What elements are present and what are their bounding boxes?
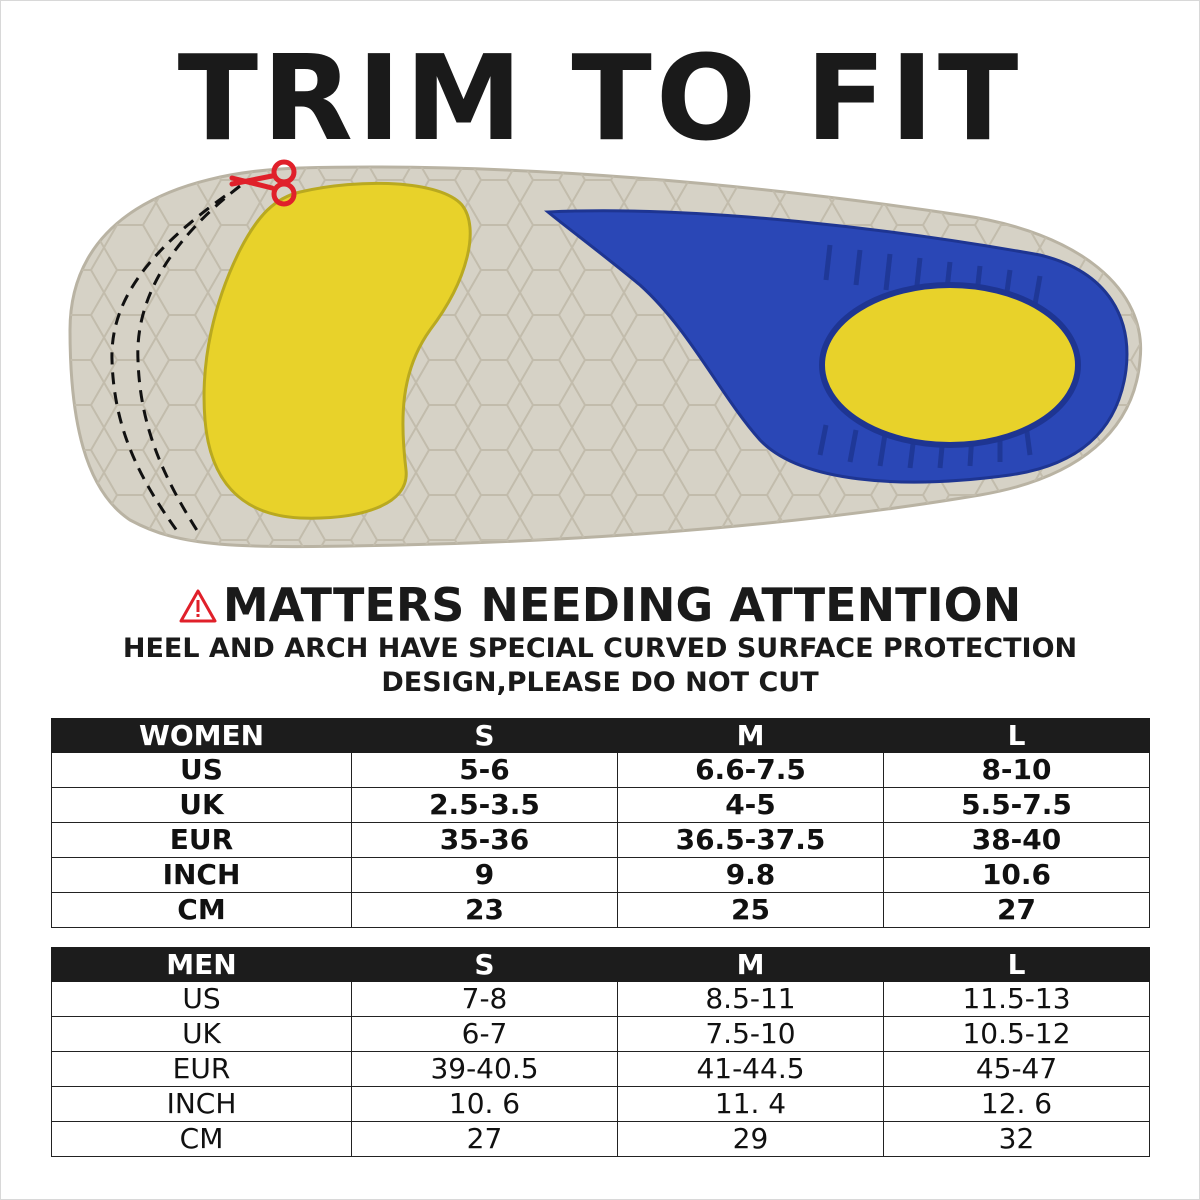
table-cell: 27 [883, 892, 1150, 928]
table-header-row: MEN S M L [51, 947, 1150, 982]
attention-notice: HEEL AND ARCH HAVE SPECIAL CURVED SURFAC… [0, 632, 1200, 700]
header-cell: MEN [51, 947, 352, 982]
table-cell: 11. 4 [617, 1086, 884, 1122]
table-row: EUR 35-36 36.5-37.5 38-40 [51, 822, 1150, 858]
table-row: US 7-8 8.5-11 11.5-13 [51, 981, 1150, 1017]
table-cell: 9.8 [617, 857, 884, 893]
header-cell: L [883, 947, 1150, 982]
table-row: UK 2.5-3.5 4-5 5.5-7.5 [51, 787, 1150, 823]
table-cell: 41-44.5 [617, 1051, 884, 1087]
row-label: US [51, 752, 352, 788]
row-label: EUR [51, 822, 352, 858]
insole-illustration [68, 159, 1143, 549]
row-label: INCH [51, 857, 352, 893]
row-label: EUR [51, 1051, 352, 1087]
table-row: INCH 9 9.8 10.6 [51, 857, 1150, 893]
table-cell: 12. 6 [883, 1086, 1150, 1122]
table-row: CM 27 29 32 [51, 1121, 1150, 1157]
table-cell: 2.5-3.5 [351, 787, 618, 823]
women-size-table: WOMEN S M L US 5-6 6.6-7.5 8-10 UK 2.5-3… [51, 718, 1150, 928]
table-cell: 36.5-37.5 [617, 822, 884, 858]
men-size-table: MEN S M L US 7-8 8.5-11 11.5-13 UK 6-7 7… [51, 947, 1150, 1157]
header-cell: S [351, 718, 618, 753]
row-label: UK [51, 787, 352, 823]
table-row: US 5-6 6.6-7.5 8-10 [51, 752, 1150, 788]
header-cell: L [883, 718, 1150, 753]
table-cell: 23 [351, 892, 618, 928]
row-label: CM [51, 1121, 352, 1157]
table-cell: 7.5-10 [617, 1016, 884, 1052]
header-cell: M [617, 718, 884, 753]
table-cell: 25 [617, 892, 884, 928]
table-cell: 8-10 [883, 752, 1150, 788]
notice-line-2: DESIGN,PLEASE DO NOT CUT [381, 667, 819, 698]
notice-line-1: HEEL AND ARCH HAVE SPECIAL CURVED SURFAC… [122, 633, 1078, 664]
row-label: INCH [51, 1086, 352, 1122]
row-label: US [51, 981, 352, 1017]
table-cell: 9 [351, 857, 618, 893]
table-cell: 32 [883, 1121, 1150, 1157]
table-cell: 8.5-11 [617, 981, 884, 1017]
attention-heading: MATTERS NEEDING ATTENTION [0, 574, 1200, 636]
header-cell: S [351, 947, 618, 982]
table-cell: 6.6-7.5 [617, 752, 884, 788]
forefoot-cushion [202, 181, 472, 520]
table-cell: 38-40 [883, 822, 1150, 858]
table-cell: 10. 6 [351, 1086, 618, 1122]
header-cell: M [617, 947, 884, 982]
table-row: CM 23 25 27 [51, 892, 1150, 928]
table-cell: 10.6 [883, 857, 1150, 893]
table-row: UK 6-7 7.5-10 10.5-12 [51, 1016, 1150, 1052]
arch-ribs [817, 244, 1043, 469]
table-cell: 27 [351, 1121, 618, 1157]
table-cell: 7-8 [351, 981, 618, 1017]
table-cell: 5-6 [351, 752, 618, 788]
scissors-icon [229, 159, 297, 207]
table-cell: 35-36 [351, 822, 618, 858]
attention-heading-text: MATTERS NEEDING ATTENTION [222, 578, 1022, 632]
page-title: TRIM TO FIT [177, 29, 1023, 167]
warning-icon [179, 589, 217, 623]
row-label: UK [51, 1016, 352, 1052]
table-cell: 45-47 [883, 1051, 1150, 1087]
table-header-row: WOMEN S M L [51, 718, 1150, 753]
table-cell: 4-5 [617, 787, 884, 823]
row-label: CM [51, 892, 352, 928]
trim-guide-lines [110, 184, 241, 536]
table-cell: 29 [617, 1121, 884, 1157]
table-cell: 10.5-12 [883, 1016, 1150, 1052]
heel-cushion [819, 282, 1081, 448]
header-cell: WOMEN [51, 718, 352, 753]
table-cell: 5.5-7.5 [883, 787, 1150, 823]
table-cell: 11.5-13 [883, 981, 1150, 1017]
table-row: INCH 10. 6 11. 4 12. 6 [51, 1086, 1150, 1122]
table-cell: 6-7 [351, 1016, 618, 1052]
table-cell: 39-40.5 [351, 1051, 618, 1087]
table-row: EUR 39-40.5 41-44.5 45-47 [51, 1051, 1150, 1087]
